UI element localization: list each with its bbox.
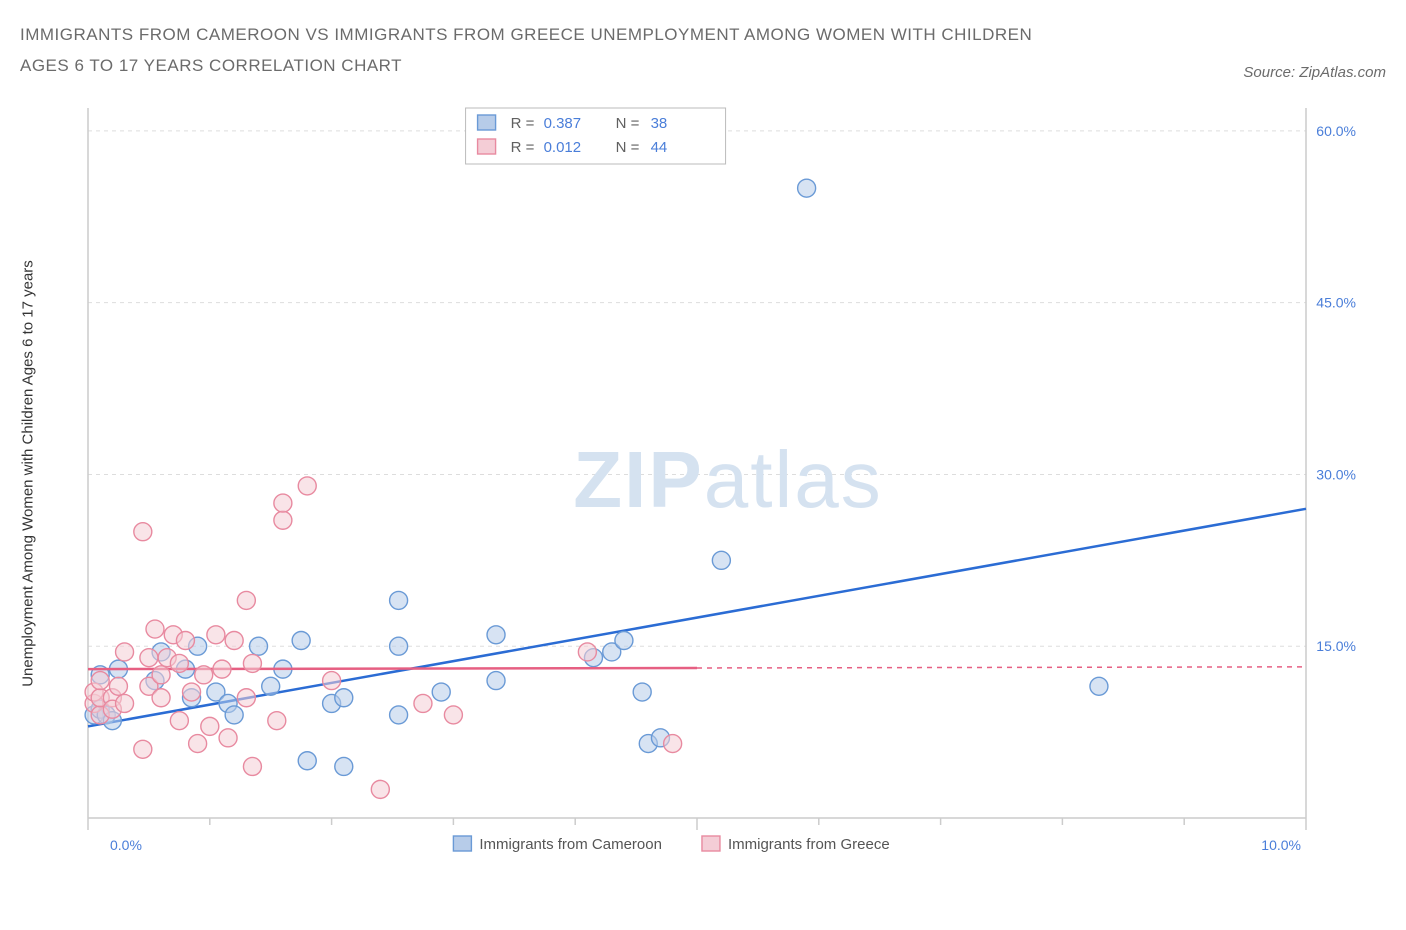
svg-text:Immigrants from Greece: Immigrants from Greece (728, 836, 890, 853)
scatter-svg: 15.0% 30.0% 45.0% 60.0% 0.0% 10.0% R = 0.387 N … (80, 100, 1376, 860)
svg-text:38: 38 (651, 115, 668, 132)
svg-text:15.0%: 15.0% (1316, 638, 1356, 654)
svg-text:0.012: 0.012 (544, 139, 582, 156)
svg-text:R =: R = (511, 115, 535, 132)
svg-text:10.0%: 10.0% (1261, 837, 1301, 853)
correlation-chart: IMMIGRANTS FROM CAMEROON VS IMMIGRANTS F… (20, 20, 1386, 910)
svg-text:Immigrants from Cameroon: Immigrants from Cameroon (479, 836, 662, 853)
svg-text:N =: N = (616, 115, 640, 132)
source-prefix: Source: (1243, 64, 1299, 81)
y-axis-label: Unemployment Among Women with Children A… (20, 260, 37, 687)
svg-text:N =: N = (616, 139, 640, 156)
svg-text:30.0%: 30.0% (1316, 466, 1356, 482)
svg-text:0.0%: 0.0% (110, 837, 142, 853)
chart-title: IMMIGRANTS FROM CAMEROON VS IMMIGRANTS F… (20, 20, 1070, 81)
svg-text:0.387: 0.387 (544, 115, 582, 132)
svg-text:45.0%: 45.0% (1316, 295, 1356, 311)
header-row: IMMIGRANTS FROM CAMEROON VS IMMIGRANTS F… (20, 20, 1386, 81)
plot-area: 15.0% 30.0% 45.0% 60.0% 0.0% 10.0% R = 0.387 N … (80, 100, 1376, 860)
source-name: ZipAtlas.com (1299, 64, 1386, 81)
source-attribution: Source: ZipAtlas.com (1243, 64, 1386, 81)
svg-text:44: 44 (651, 139, 668, 156)
svg-text:60.0%: 60.0% (1316, 123, 1356, 139)
svg-text:R =: R = (511, 139, 535, 156)
